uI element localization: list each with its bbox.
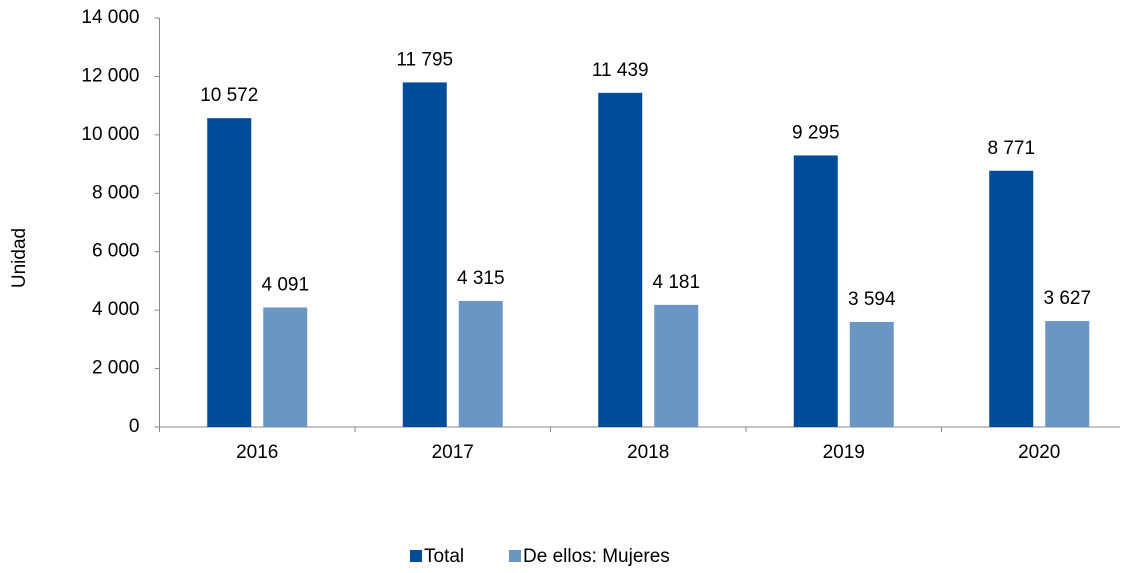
- data-label: 11 439: [592, 60, 649, 81]
- y-tick-label: 14 000: [81, 7, 139, 28]
- y-axis-label: Unidad: [9, 228, 30, 288]
- bar: [207, 118, 252, 427]
- data-label: 8 771: [987, 138, 1035, 159]
- y-tick-label: 12 000: [81, 65, 139, 86]
- y-tick-label: 6 000: [92, 241, 140, 262]
- bar: [458, 300, 503, 427]
- x-tick-label: 2017: [432, 442, 474, 463]
- data-label: 3 594: [848, 289, 896, 310]
- y-tick-label: 4 000: [92, 299, 140, 320]
- x-tick-label: 2016: [236, 442, 278, 463]
- data-label: 4 315: [457, 268, 505, 289]
- bar: [1045, 321, 1090, 427]
- data-label: 10 572: [200, 85, 258, 106]
- y-tick-label: 2 000: [92, 358, 140, 379]
- y-tick-label: 0: [129, 416, 140, 437]
- x-tick-label: 2020: [1018, 442, 1060, 463]
- data-label: 3 627: [1043, 288, 1091, 309]
- legend-swatch: [509, 550, 521, 562]
- data-label: 11 795: [396, 49, 453, 70]
- bar: [793, 155, 838, 427]
- legend-label: Total: [424, 546, 464, 567]
- bar: [263, 307, 308, 427]
- y-tick-label: 8 000: [92, 182, 140, 203]
- bar: [598, 92, 643, 428]
- data-label: 4 181: [652, 272, 700, 293]
- legend-swatch: [410, 550, 422, 562]
- bar: [402, 82, 447, 427]
- x-tick-label: 2019: [823, 442, 865, 463]
- data-label: 9 295: [792, 122, 840, 143]
- x-tick-label: 2018: [627, 442, 669, 463]
- y-tick-label: 10 000: [81, 124, 139, 145]
- bar: [654, 304, 699, 427]
- bar: [989, 170, 1034, 427]
- data-label: 4 091: [261, 274, 309, 295]
- legend-label: De ellos: Mujeres: [523, 546, 670, 567]
- bar: [849, 322, 894, 427]
